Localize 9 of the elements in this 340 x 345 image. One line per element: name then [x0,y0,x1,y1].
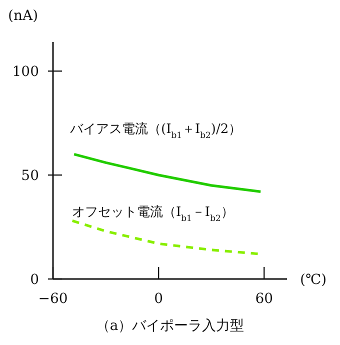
xlabel: (℃) [300,272,327,288]
xtick: 0 [154,291,164,307]
xtick: 60 [255,291,274,307]
xtick: −60 [38,291,68,307]
ytick: 50 [21,168,39,184]
ylabel: (nA) [8,8,38,24]
ytick: 100 [12,64,39,80]
ytick: 0 [30,272,39,288]
title: （a）バイポーラ入力型 [96,318,244,334]
